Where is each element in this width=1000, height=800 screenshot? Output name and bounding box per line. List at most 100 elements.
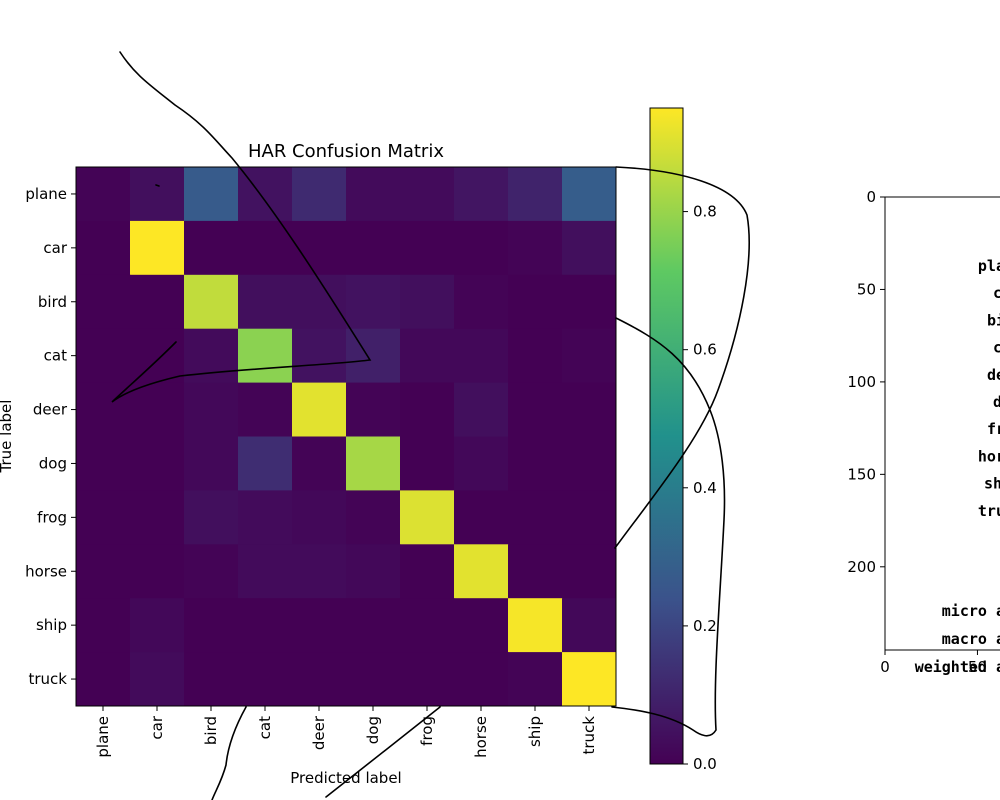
heatmap-cell [508, 490, 563, 545]
colorbar-tick-label: 0.4 [693, 479, 717, 497]
heatmap-cell [184, 382, 239, 437]
x-tick-label: bird [202, 716, 220, 745]
heatmap-cell [292, 652, 347, 707]
report-y-tick-label: 150 [847, 465, 876, 483]
report-footer-label: micro a [942, 602, 1000, 620]
heatmap-cell [562, 167, 617, 222]
heatmap-cell [454, 598, 509, 653]
heatmap-cell [508, 382, 563, 437]
colorbar-tick-label: 0.8 [693, 203, 717, 221]
y-axis-label: True label [0, 400, 15, 474]
y-tick-label: frog [37, 508, 67, 526]
heatmap-cell [400, 598, 455, 653]
colorbar-gradient [649, 107, 684, 765]
heatmap-cell [292, 220, 347, 276]
heatmap-cell [292, 490, 347, 545]
heatmap-cells [76, 167, 617, 707]
report-row-label: c [993, 284, 1000, 302]
heatmap-cell [76, 598, 131, 653]
heatmap-cell [238, 382, 293, 437]
stroke-triangle [111, 51, 372, 403]
heatmap-cell [400, 652, 455, 707]
heatmap-cell [400, 382, 455, 437]
heatmap-cell [184, 598, 239, 653]
report-row-label: fr [987, 420, 1000, 438]
heatmap-cell [292, 328, 347, 384]
y-tick-label: bird [38, 293, 67, 311]
report-frame [884, 196, 1000, 651]
heatmap-cell [238, 328, 293, 384]
heatmap-cell [346, 490, 401, 545]
heatmap-cell [184, 490, 239, 545]
report-footer-label: weighted a [915, 658, 1000, 676]
confusion-matrix-chart: HAR Confusion Matrix plane car bird cat deer… [0, 141, 617, 787]
stroke-right-loop [611, 166, 750, 737]
heatmap-cell [130, 544, 185, 599]
stroke-bottom-left [211, 706, 247, 800]
colorbar-tick-label: 0.2 [693, 617, 717, 635]
heatmap-cell [454, 328, 509, 384]
report-y-tick-label: 200 [847, 558, 876, 576]
heatmap-cell [184, 167, 239, 222]
y-tick-label: dog [39, 454, 67, 472]
heatmap-cell [508, 167, 563, 222]
heatmap-cell [292, 382, 347, 437]
x-tick-label: truck [580, 716, 598, 755]
x-tick-label: cat [256, 716, 274, 739]
heatmap-cell [238, 544, 293, 599]
report-y-tick-labels: 0 50 100 150 200 [847, 188, 885, 576]
heatmap-cell [508, 328, 563, 384]
heatmap-cell [400, 544, 455, 599]
y-tick-label: plane [25, 185, 67, 203]
colorbar-tick-label: 0.6 [693, 341, 717, 359]
heatmap-cell [238, 436, 293, 491]
report-x-tick-label: 0 [880, 658, 890, 676]
heatmap-cell [76, 167, 131, 222]
heatmap-cell [292, 598, 347, 653]
x-tick-label: frog [418, 716, 436, 746]
x-axis-label: Predicted label [290, 769, 401, 787]
classification-report-panel: 0 50 100 150 200 0 50 pla c bi c de d fr hor sh tru mic… [847, 188, 1000, 676]
stroke-dot [155, 184, 160, 187]
heatmap-cell [454, 490, 509, 545]
heatmap-cell [346, 382, 401, 437]
heatmap-cell [346, 652, 401, 707]
heatmap-cell [508, 436, 563, 491]
colorbar-tick-label: 0.0 [693, 755, 717, 773]
heatmap-cell [184, 436, 239, 491]
report-row-label: hor [978, 447, 1000, 465]
heatmap-cell [292, 436, 347, 491]
heatmap-cell [184, 544, 239, 599]
heatmap-cell [130, 436, 185, 491]
x-tick-label: plane [94, 716, 112, 758]
heatmap-cell [562, 544, 617, 599]
hand-drawn-strokes [111, 51, 750, 800]
y-tick-label: truck [29, 670, 68, 688]
report-row-label: d [993, 393, 1000, 411]
heatmap-cell [238, 652, 293, 707]
report-row-label: c [993, 339, 1000, 357]
heatmap-cell [454, 652, 509, 707]
heatmap-cell [562, 436, 617, 491]
colorbar-tick-labels: 0.0 0.2 0.4 0.6 0.8 [683, 203, 717, 773]
report-x-tick-labels: 0 50 [880, 650, 987, 676]
heatmap-cell [76, 382, 131, 437]
report-x-tick-label: 50 [968, 658, 987, 676]
report-row-label: pla [978, 257, 1000, 275]
plot-frame [75, 166, 617, 707]
heatmap-cell [130, 274, 185, 330]
heatmap-cell [346, 274, 401, 330]
heatmap-cell [130, 598, 185, 653]
heatmap-cell [130, 167, 185, 222]
heatmap-cell [76, 652, 131, 707]
y-tick-label: ship [36, 616, 67, 634]
heatmap-cell [292, 274, 347, 330]
heatmap-cell [562, 274, 617, 330]
heatmap-cell [400, 328, 455, 384]
report-row-label: tru [978, 502, 1000, 520]
heatmap-cell [238, 274, 293, 330]
report-row-label: bi [987, 311, 1000, 329]
heatmap-cell [400, 436, 455, 491]
heatmap-cell [346, 598, 401, 653]
y-tick-label: horse [25, 562, 67, 580]
